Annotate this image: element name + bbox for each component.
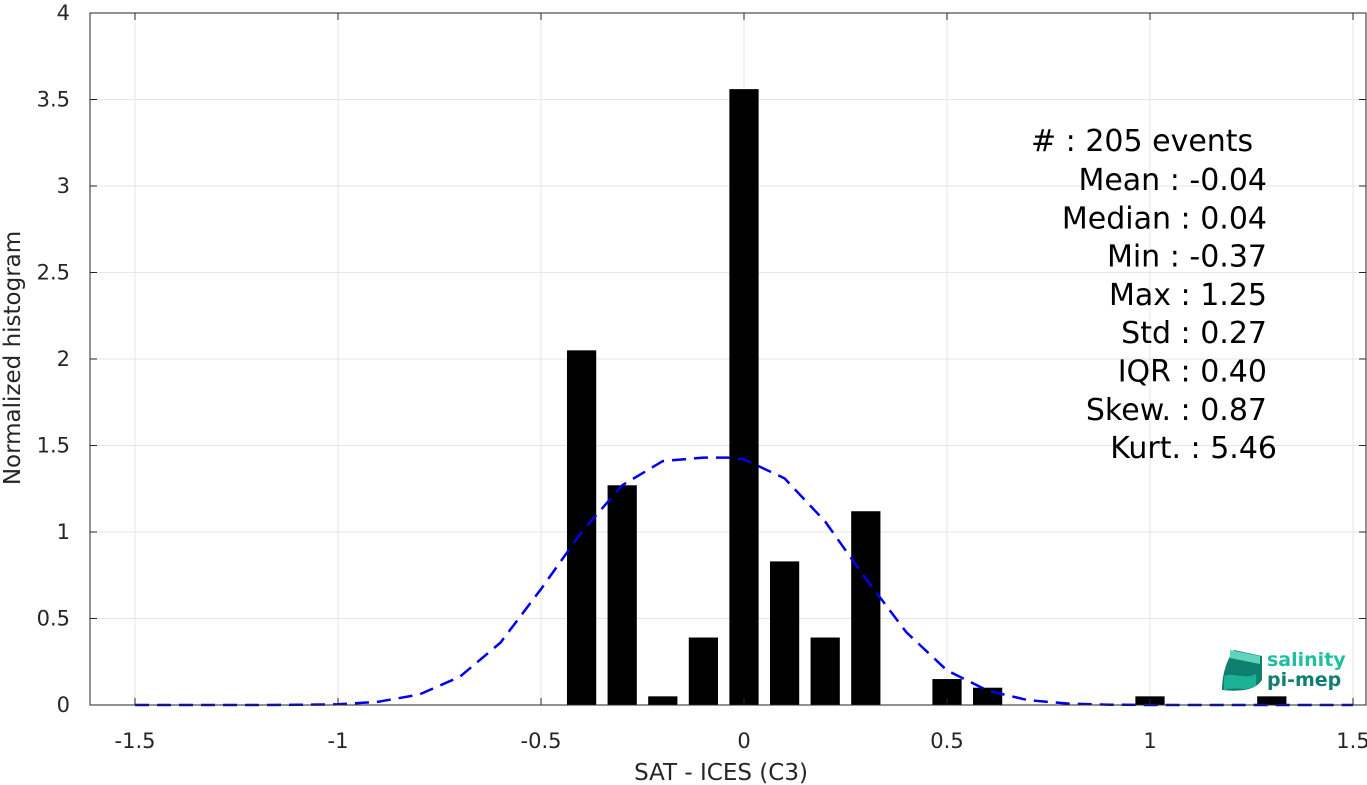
histogram-bar: [607, 485, 637, 705]
x-tick-labels: -1.5 -1 -0.5 0 0.5 1 1.5: [115, 729, 1367, 753]
y-tick-label: 1: [57, 520, 70, 544]
x-tick-label: 0.5: [930, 729, 963, 753]
histogram-bar: [729, 89, 759, 706]
stats-line: Skew. : 0.87: [1086, 393, 1267, 428]
histogram-bar: [1257, 696, 1287, 705]
y-tick-label: 3.5: [37, 88, 70, 112]
y-tick-label: 0: [57, 693, 70, 717]
histogram-bar: [566, 350, 597, 705]
stats-line: IQR : 0.40: [1118, 355, 1267, 390]
y-tick-label: 0.5: [37, 607, 70, 631]
y-tick-label: 2.5: [37, 261, 70, 285]
y-tick-label: 2: [57, 347, 70, 371]
x-tick-label: -1: [328, 729, 349, 753]
histogram-bar: [810, 637, 840, 705]
y-tick-label: 4: [57, 1, 70, 25]
y-tick-labels: 0 0.5 1 1.5 2 2.5 3 3.5 4: [37, 1, 70, 717]
axis-ticks: [90, 12, 1366, 706]
histogram-bar: [851, 511, 881, 705]
stats-line: Max : 1.25: [1109, 278, 1267, 313]
wave-logo-icon: [1222, 650, 1262, 691]
x-tick-label: 1.5: [1336, 729, 1367, 753]
y-tick-label: 1.5: [37, 434, 70, 458]
y-tick-label: 3: [57, 174, 70, 198]
histogram-bar: [648, 696, 678, 705]
histogram-bar: [688, 637, 719, 705]
x-axis-label: SAT - ICES (C3): [634, 760, 808, 785]
x-tick-label: 1: [1143, 729, 1156, 753]
stats-line: Kurt. : 5.46: [1110, 431, 1277, 466]
salinity-pi-mep-logo: salinity pi-mep: [1222, 649, 1346, 691]
x-tick-label: -0.5: [521, 729, 562, 753]
logo-line1: salinity: [1267, 649, 1346, 671]
stats-line: Std : 0.27: [1121, 316, 1267, 351]
x-tick-label: 0: [737, 729, 750, 753]
logo-line2: pi-mep: [1267, 669, 1341, 691]
y-axis-label: Normalized histogram: [0, 231, 26, 485]
stats-line: Median : 0.04: [1062, 201, 1267, 236]
stats-line: Min : -0.37: [1107, 240, 1267, 275]
stats-line: # : 205 events: [1031, 124, 1253, 159]
x-tick-label: -1.5: [115, 729, 156, 753]
histogram-bar: [972, 687, 1003, 705]
stats-line: Mean : -0.04: [1078, 163, 1267, 198]
bars: [566, 89, 1287, 706]
histogram-bar: [769, 561, 800, 705]
normal-fit-curve: [135, 456, 1353, 707]
